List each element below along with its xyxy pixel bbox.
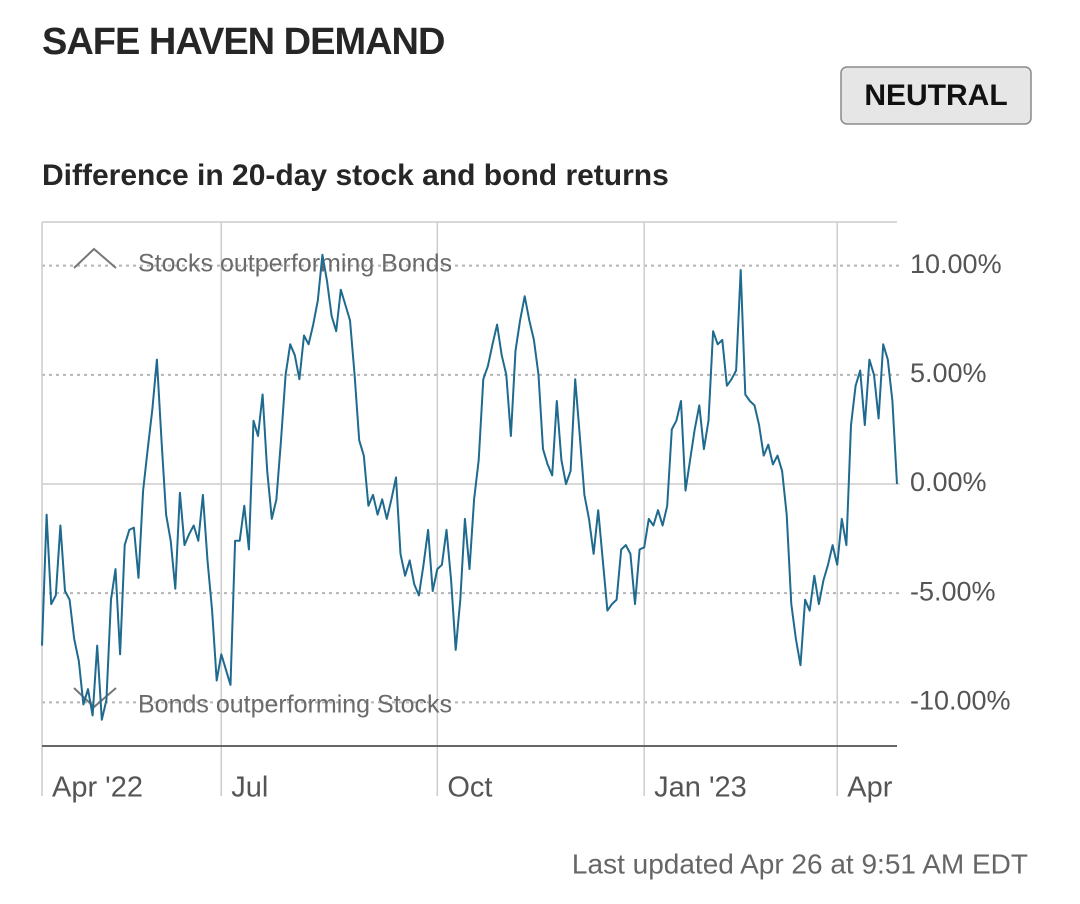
up-chevron	[73, 247, 117, 269]
annotation: Stocks outperforming Bonds	[138, 250, 452, 278]
status-badge	[840, 66, 1032, 125]
x-tick-label: Jan '23	[654, 772, 747, 804]
y-tick-label: -5.00%	[910, 576, 996, 606]
y-tick-label: 10.00%	[910, 249, 1002, 279]
data-line	[41, 253, 898, 721]
chart-title: SAFE HAVEN DEMAND	[42, 21, 444, 63]
annotation: Bonds outperforming Stocks	[138, 691, 452, 719]
status-label: NEUTRAL	[864, 79, 1007, 112]
x-tick-label: Jul	[231, 772, 268, 804]
x-tick-label: Oct	[447, 772, 492, 804]
y-tick-label: 5.00%	[910, 358, 987, 388]
chart-subtitle: Difference in 20-day stock and bond retu…	[42, 159, 669, 192]
footer-note: Last updated Apr 26 at 9:51 AM EDT	[572, 848, 1028, 879]
x-tick-label: Apr '22	[52, 772, 143, 804]
y-tick-label: -10.00%	[910, 685, 1011, 715]
y-tick-label: 0.00%	[910, 467, 987, 497]
x-tick-label: Apr	[847, 772, 892, 804]
